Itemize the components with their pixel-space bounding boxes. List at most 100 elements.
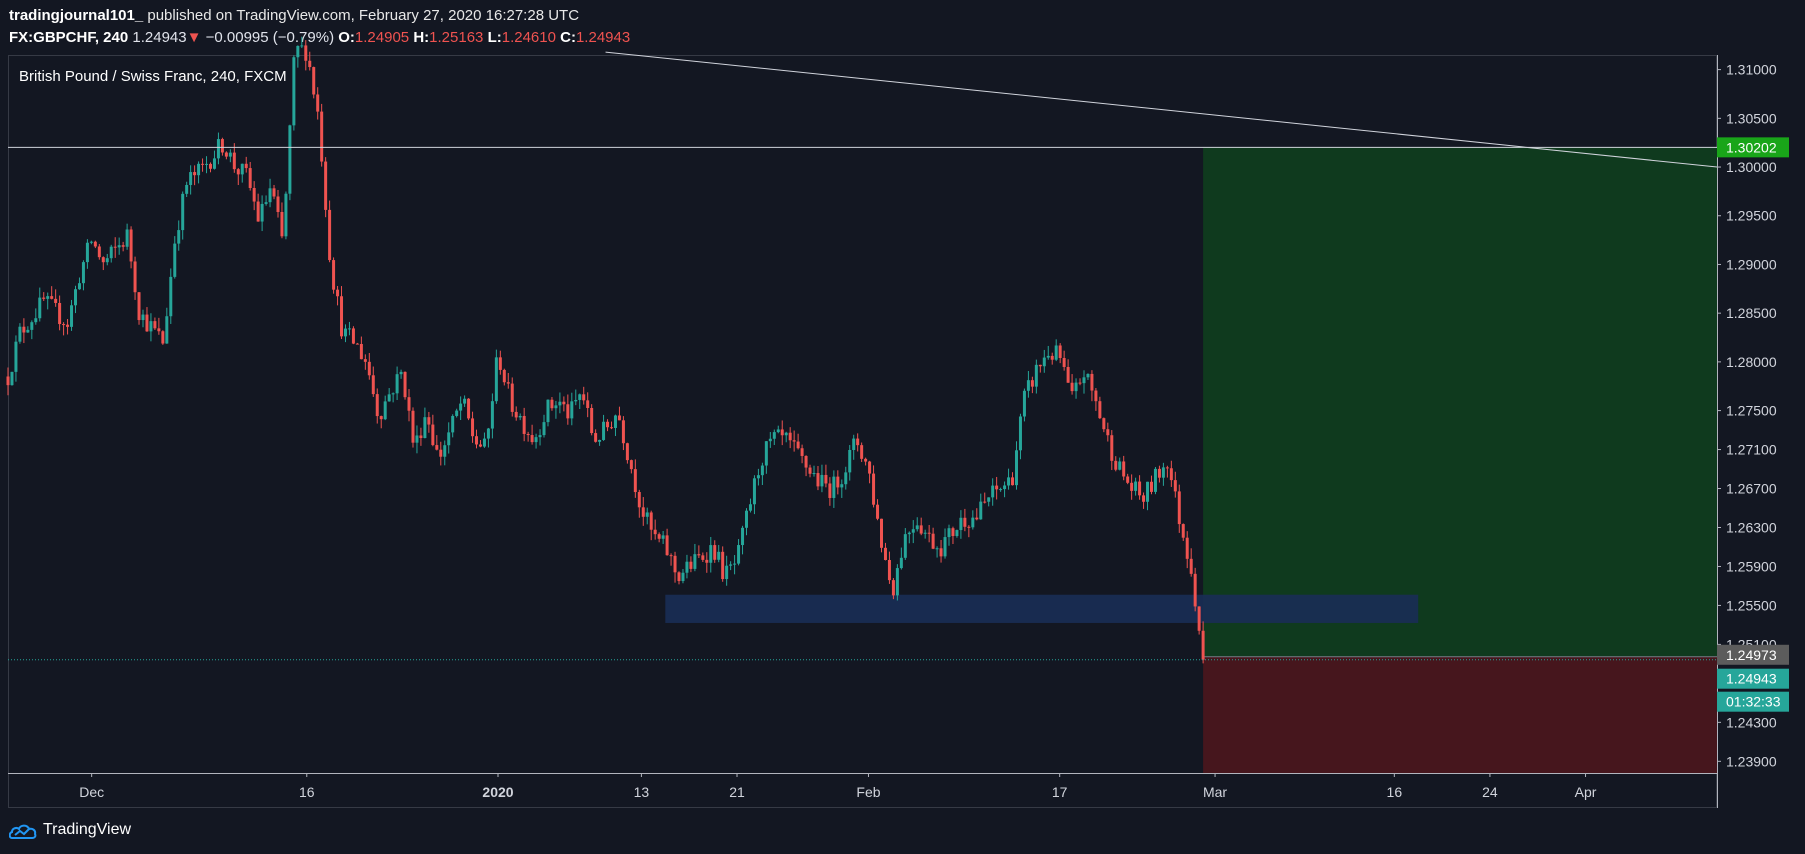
candle <box>332 257 336 294</box>
target-price-label-box <box>1717 137 1789 158</box>
price-tick-label: 1.30500 <box>1726 110 1777 126</box>
candle <box>629 459 633 474</box>
candle <box>1146 481 1150 511</box>
candle <box>205 156 209 174</box>
candle <box>153 317 157 331</box>
candle <box>431 414 435 447</box>
candle <box>1078 378 1082 386</box>
candle <box>1122 455 1126 481</box>
candle <box>248 161 252 191</box>
candle <box>1118 457 1122 471</box>
target-price-label-text: 1.30202 <box>1726 139 1777 155</box>
candle-body <box>991 485 995 498</box>
candle <box>1157 465 1161 483</box>
candle <box>391 392 395 403</box>
candle <box>844 466 848 490</box>
candle-body <box>737 545 741 564</box>
tradingview-footer[interactable]: TradingView <box>9 818 131 842</box>
candle <box>788 427 792 449</box>
candle-body <box>1126 476 1130 483</box>
candle-body <box>903 534 907 558</box>
trend-line <box>605 51 1718 168</box>
candle <box>649 510 653 541</box>
candle <box>66 319 70 335</box>
candle-body <box>681 572 685 582</box>
candle-body <box>228 152 232 157</box>
candle <box>852 434 856 460</box>
time-tick-label: 2020 <box>482 784 513 800</box>
candle-body <box>927 532 931 534</box>
candle <box>411 407 415 448</box>
candle <box>482 432 486 448</box>
candle <box>562 396 566 412</box>
candle <box>836 470 840 495</box>
candle-body <box>161 331 165 344</box>
candle-body <box>1173 480 1177 492</box>
candle <box>89 240 93 245</box>
candle <box>272 184 276 200</box>
candle <box>1165 465 1169 478</box>
time-axis[interactable]: Dec 16 2020 13 21 Feb 17 Mar 16 24 Apr <box>79 773 1597 800</box>
candle <box>570 392 574 426</box>
candle-body <box>645 512 649 517</box>
candle-body <box>748 504 752 511</box>
author-name[interactable]: tradingjournal101_ <box>9 7 144 24</box>
candle-body <box>455 410 459 416</box>
candle-body <box>244 163 248 169</box>
candle <box>1189 548 1193 577</box>
candle-body <box>522 415 526 434</box>
entry-price-label: 1.24973 <box>1717 644 1789 665</box>
price-tick-label: 1.29500 <box>1726 208 1777 224</box>
candle <box>1185 531 1189 569</box>
candle <box>661 530 665 544</box>
candle-body <box>129 229 133 262</box>
candle <box>264 195 268 206</box>
candle <box>903 528 907 560</box>
target-price-label: 1.30202 <box>1717 137 1789 158</box>
candle <box>30 320 34 340</box>
candle-body <box>336 289 340 297</box>
candle <box>50 286 54 300</box>
candle <box>189 165 193 195</box>
candle-body <box>185 184 189 194</box>
candle-body <box>320 111 324 162</box>
candle <box>606 419 610 432</box>
candle <box>617 406 621 421</box>
candle <box>276 189 280 218</box>
candle <box>1054 339 1058 362</box>
candle <box>808 464 812 478</box>
last-price-label: 1.24943 <box>1717 668 1789 689</box>
candle-body <box>97 246 101 258</box>
candle <box>236 167 240 186</box>
candle <box>141 309 145 328</box>
candle-body <box>510 383 514 412</box>
candle-body <box>256 201 260 222</box>
candle-body <box>574 399 578 402</box>
candle <box>1114 456 1118 472</box>
candle-body <box>383 401 387 420</box>
candle-body <box>343 328 347 337</box>
candle <box>907 531 911 544</box>
candle-body <box>93 241 97 247</box>
candle-body <box>1157 468 1161 478</box>
candle <box>542 414 546 438</box>
candle-body <box>1197 606 1201 631</box>
time-tick-label: 16 <box>299 784 315 800</box>
candle <box>919 517 923 536</box>
candle-body <box>6 376 10 386</box>
candle-body <box>224 152 228 157</box>
candle-body <box>1193 573 1197 607</box>
candle <box>300 36 304 49</box>
candle <box>1086 373 1090 381</box>
candle <box>1026 371 1030 398</box>
candle-body <box>570 401 574 419</box>
time-tick-label: 24 <box>1482 784 1498 800</box>
candle-body <box>1058 345 1062 358</box>
candle-body <box>141 314 145 321</box>
last-price-label-text: 1.24943 <box>1726 671 1777 687</box>
candle <box>824 464 828 488</box>
candle-body <box>653 529 657 535</box>
candle-body <box>463 398 467 404</box>
candle-body <box>197 163 201 176</box>
